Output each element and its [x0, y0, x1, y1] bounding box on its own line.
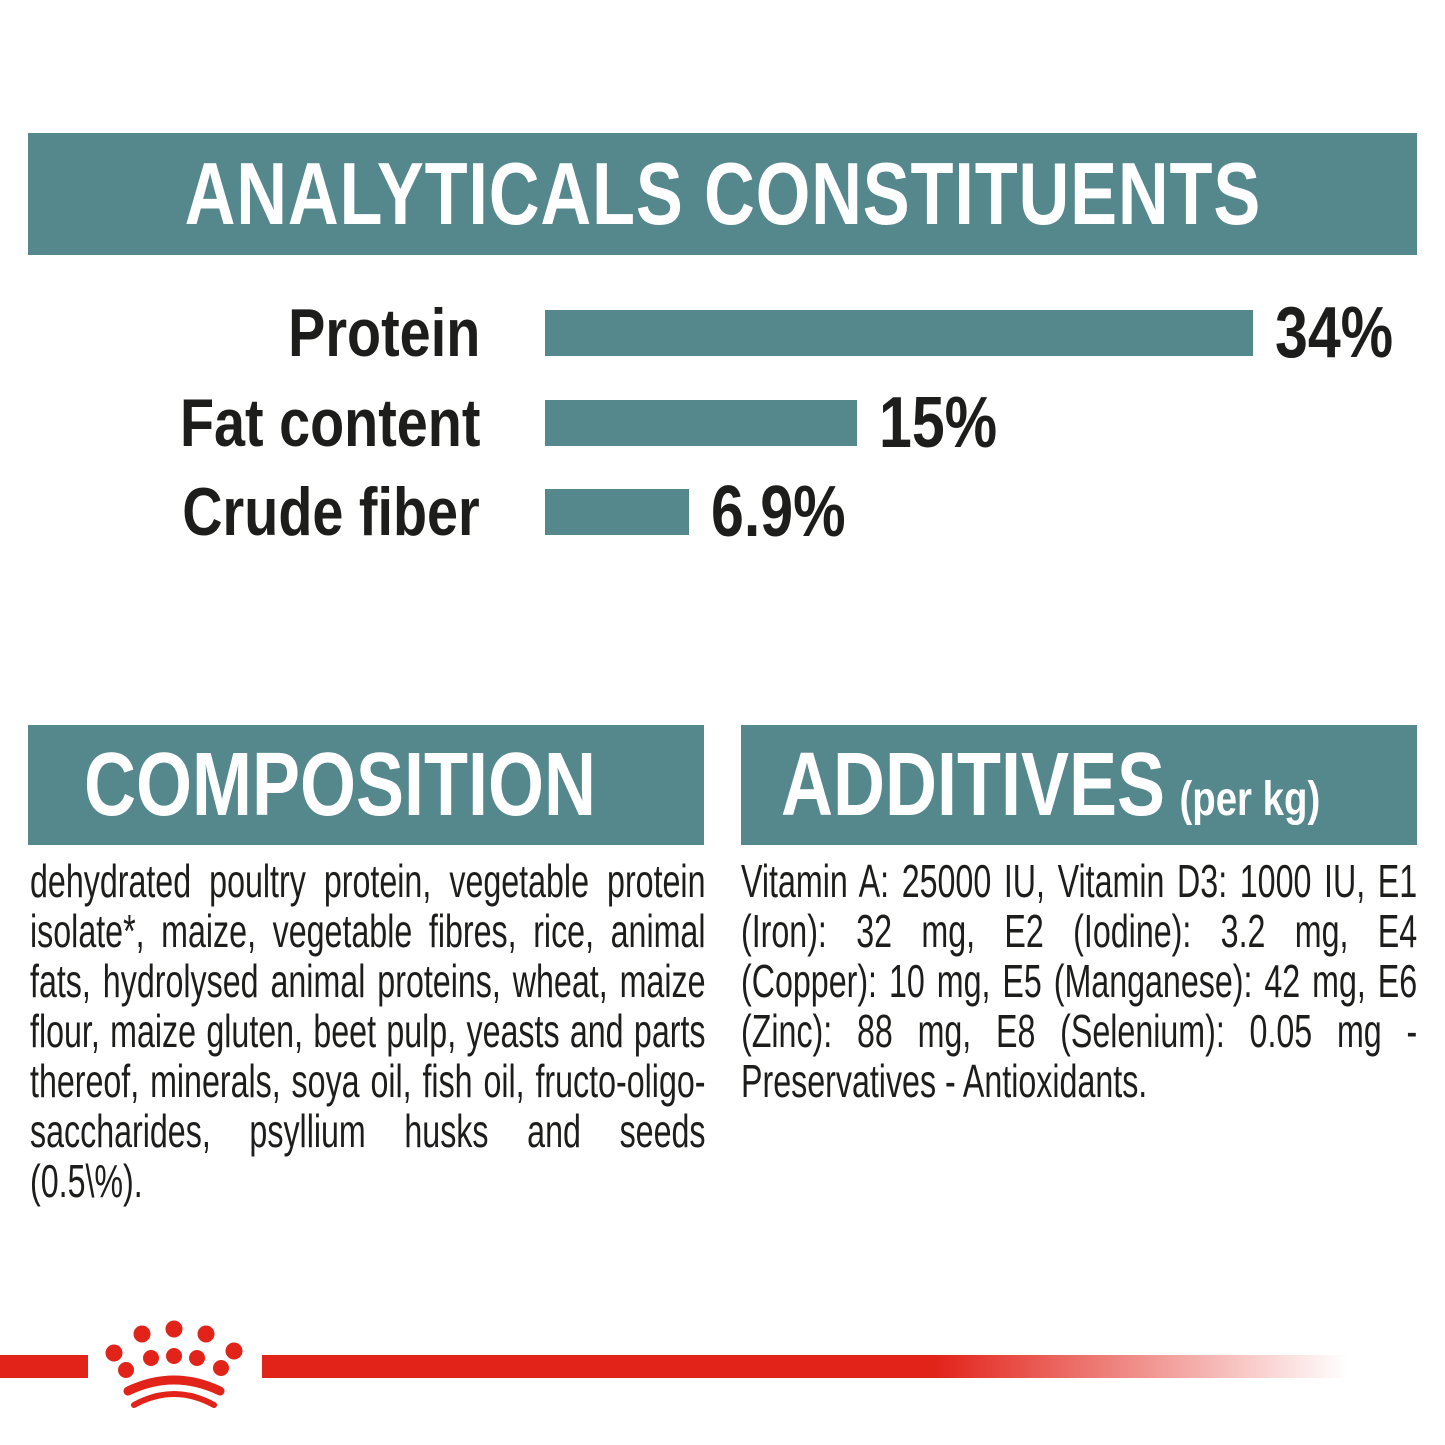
- additives-per-kg-label: (per kg): [1179, 773, 1321, 826]
- additives-text: Vitamin A: 25000 IU, Vitamin D3: 1000 IU…: [741, 855, 1418, 1107]
- additives-banner: ADDITIVES (per kg): [741, 725, 1417, 845]
- bar-label: Protein: [287, 295, 480, 371]
- chart-row-protein: Protein 34%: [0, 297, 1419, 369]
- chart-row-crude-fiber: Crude fiber 6.9%: [0, 476, 875, 548]
- fat-content-bar: [545, 400, 857, 446]
- composition-text: dehydrated poultry protein, vegetable pr…: [30, 855, 706, 1207]
- bar-value: 34%: [1275, 293, 1394, 373]
- composition-banner: COMPOSITION: [28, 725, 704, 845]
- bar-label: Crude fiber: [182, 474, 480, 550]
- footer-stripe-left: [0, 1355, 88, 1378]
- crude-fiber-bar: [545, 489, 689, 535]
- footer-stripe-right: [262, 1355, 1347, 1378]
- protein-bar: [545, 310, 1253, 356]
- additives-title: ADDITIVES: [781, 735, 1166, 835]
- composition-title: COMPOSITION: [84, 735, 597, 835]
- analyticals-title: ANALYTICALS CONSTITUENTS: [184, 144, 1261, 243]
- royal-canin-crown-icon: [105, 1320, 243, 1408]
- bar-value: 15%: [879, 383, 998, 463]
- analyticals-banner: ANALYTICALS CONSTITUENTS: [28, 133, 1417, 255]
- chart-row-fat-content: Fat content 15%: [0, 387, 1023, 459]
- bar-value: 6.9%: [711, 472, 846, 552]
- bar-label: Fat content: [179, 385, 480, 461]
